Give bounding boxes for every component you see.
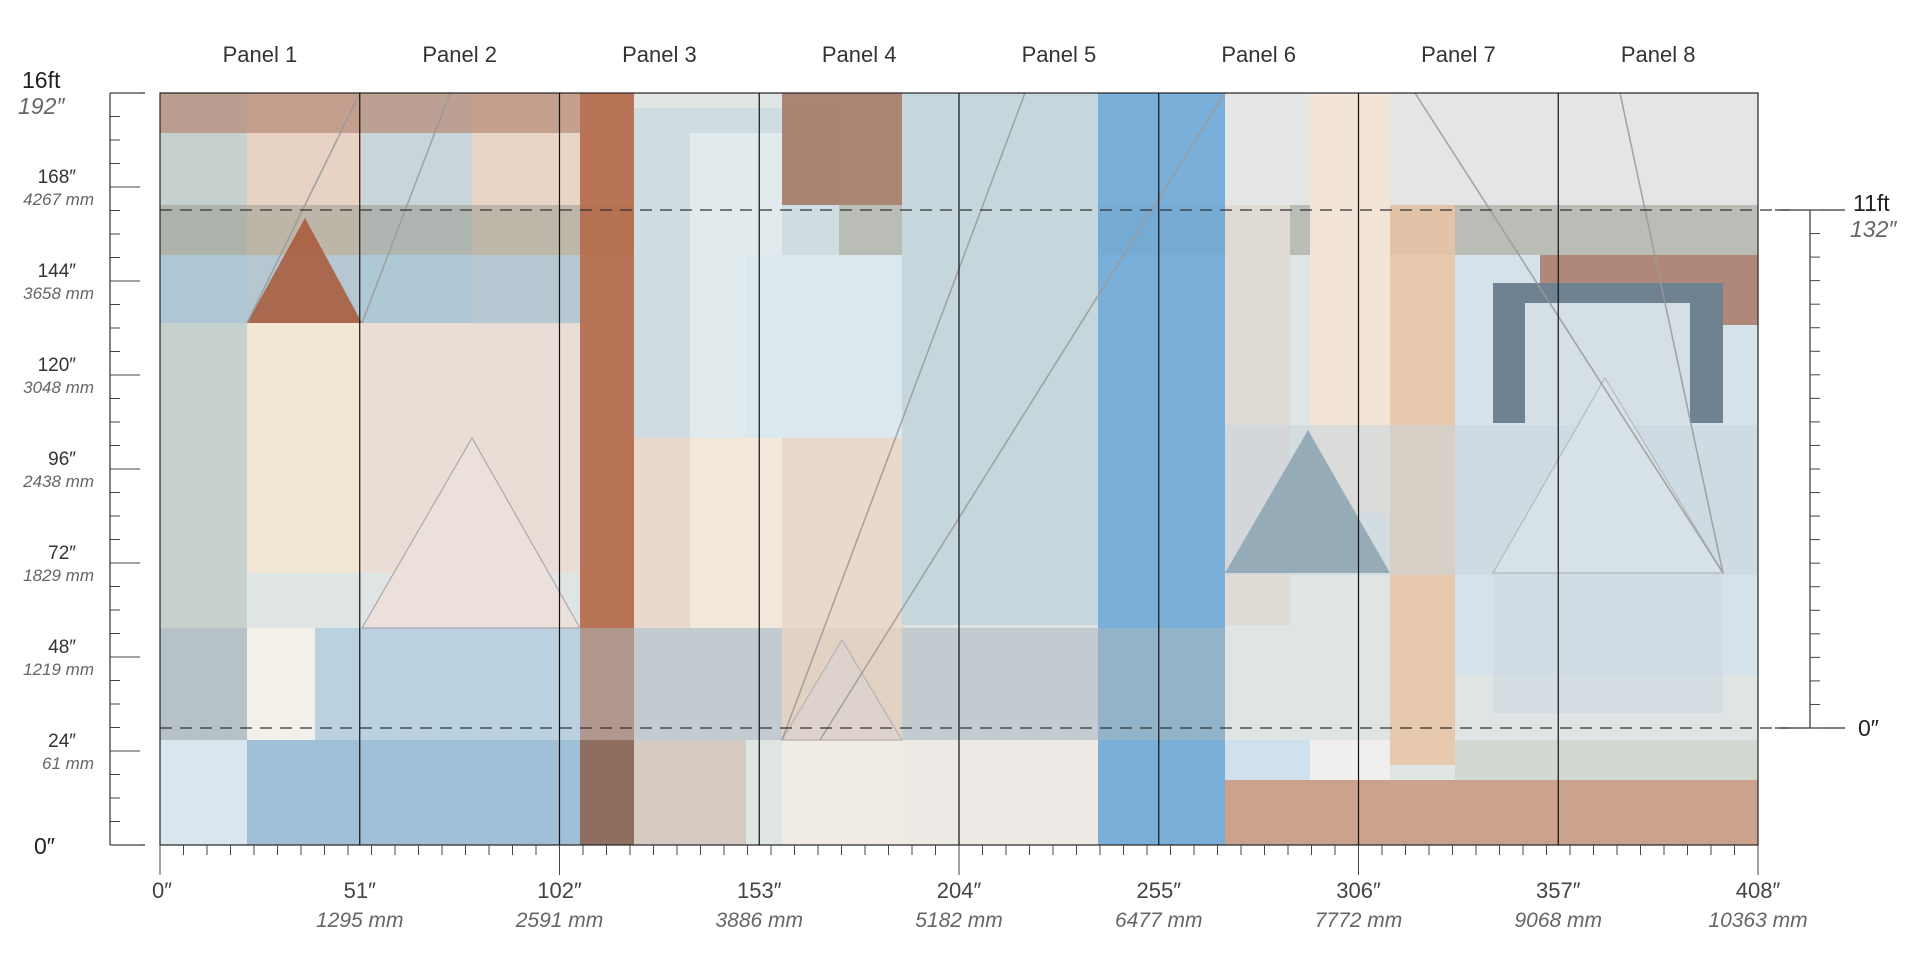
bottom-axis: 0″ 51″ 1295 mm 102″ 2591 mm 153″ 3886 mm 204″ 5…: [152, 845, 1808, 932]
panel-label: Panel 8: [1621, 42, 1696, 67]
left-axis-inch-label: 96″: [48, 449, 76, 470]
left-axis: 16ft 192″ 0″ 168″ 4267 mm 144″ 3658 mm 120″ 3…: [18, 67, 145, 859]
left-axis-mm-label: 1829 mm: [23, 566, 94, 585]
left-axis-inch-label: 24″: [48, 731, 76, 752]
panel-label: Panel 4: [822, 42, 897, 67]
bottom-axis-mm-label: 6477 mm: [1115, 909, 1203, 932]
bottom-axis-inch-label: 153″: [737, 878, 782, 903]
bottom-axis-inch-label: 102″: [537, 878, 582, 903]
left-axis-bottom: 0″: [34, 833, 55, 859]
left-axis-inch-label: 48″: [48, 637, 76, 658]
panel-label: Panel 7: [1421, 42, 1496, 67]
bottom-axis-mm-label: 10363 mm: [1708, 909, 1807, 932]
right-axis: 11ft 132″ 0″: [1775, 190, 1897, 741]
bottom-axis-start: 0″: [152, 878, 172, 903]
left-axis-mm-label: 2438 mm: [22, 472, 94, 491]
right-axis-bottom: 0″: [1858, 715, 1879, 741]
bottom-axis-inch-label: 306″: [1336, 878, 1381, 903]
left-axis-inch-label: 168″: [38, 167, 77, 188]
left-axis-inch-label: 120″: [38, 355, 77, 376]
panel-label: Panel 2: [422, 42, 497, 67]
panel-label: Panel 6: [1221, 42, 1296, 67]
bottom-axis-inch-label: 204″: [937, 878, 982, 903]
bottom-axis-inch-label: 357″: [1536, 878, 1581, 903]
bottom-axis-mm-label: 2591 mm: [515, 909, 604, 932]
left-axis-mm-label: 3048 mm: [23, 378, 94, 397]
right-axis-top-in: 132″: [1850, 216, 1897, 242]
right-axis-top-ft: 11ft: [1853, 190, 1890, 216]
bottom-axis-inch-label: 51″: [344, 878, 376, 903]
panel-dividers: [359, 93, 1559, 845]
panel-label: Panel 3: [622, 42, 697, 67]
panel-label: Panel 1: [223, 42, 298, 67]
left-axis-mm-label: 4267 mm: [23, 190, 94, 209]
bottom-axis-mm-label: 5182 mm: [915, 909, 1003, 932]
bottom-axis-mm-label: 9068 mm: [1514, 909, 1602, 932]
bottom-axis-inch-label: 408″: [1736, 878, 1781, 903]
left-axis-mm-label: 61 mm: [42, 754, 94, 773]
panel-label: Panel 5: [1022, 42, 1097, 67]
left-axis-mm-label: 1219 mm: [23, 660, 94, 679]
left-axis-inch-label: 144″: [38, 261, 77, 282]
panel-labels: Panel 1 Panel 2 Panel 3 Panel 4 Panel 5 Panel…: [223, 42, 1696, 67]
bottom-axis-mm-label: 3886 mm: [715, 909, 803, 932]
bottom-axis-mm-label: 1295 mm: [316, 909, 404, 932]
left-axis-top-in: 192″: [18, 93, 65, 119]
bottom-axis-inch-label: 255″: [1137, 878, 1182, 903]
left-axis-top-ft: 16ft: [22, 67, 61, 93]
left-axis-inch-label: 72″: [48, 543, 76, 564]
left-axis-mm-label: 3658 mm: [23, 284, 94, 303]
bottom-axis-mm-label: 7772 mm: [1315, 909, 1403, 932]
